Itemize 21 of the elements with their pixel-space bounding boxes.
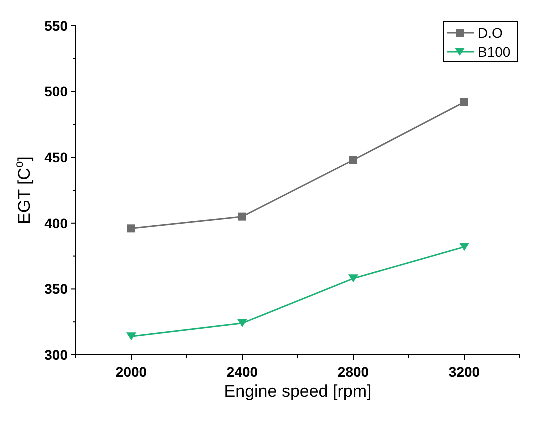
legend-label: D.O xyxy=(478,24,503,41)
point xyxy=(460,98,468,106)
point xyxy=(128,224,136,233)
x-tick-label: 2800 xyxy=(338,364,370,380)
y-tick-label: 450 xyxy=(44,150,68,166)
point xyxy=(460,243,470,252)
point xyxy=(348,274,358,283)
y-tick-label: 500 xyxy=(44,84,68,100)
point xyxy=(238,212,246,221)
x-tick-label: 2400 xyxy=(226,364,258,380)
y-tick-label: 300 xyxy=(44,346,68,363)
y-tick-label: 550 xyxy=(44,18,68,34)
point xyxy=(126,332,136,341)
x-tick-label: 3200 xyxy=(448,364,480,380)
y-tick-label: 400 xyxy=(44,215,68,232)
y-tick-label: 350 xyxy=(44,281,68,298)
legend-label: B100 xyxy=(478,44,511,60)
point xyxy=(350,156,358,164)
x-tick-label: 2000 xyxy=(116,364,148,380)
x-axis-title: Engine speed [rpm] xyxy=(224,382,372,401)
point xyxy=(238,319,248,328)
